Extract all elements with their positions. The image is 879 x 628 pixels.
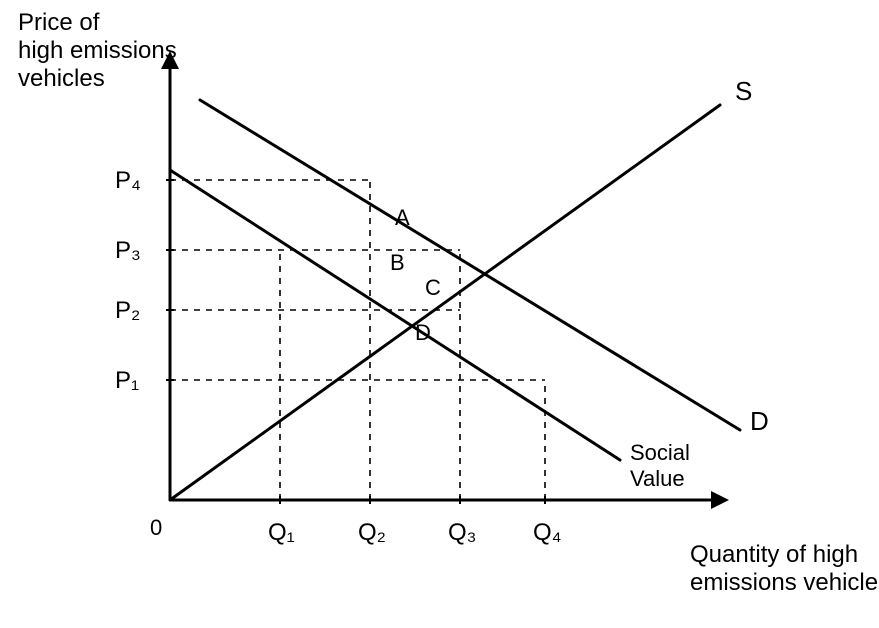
price-label-p4: P₄ — [115, 167, 141, 194]
origin-label: 0 — [150, 515, 162, 540]
price-label-p2: P₂ — [115, 297, 140, 324]
svg-text:Value: Value — [630, 466, 685, 491]
x-axis-title: Quantity of highemissions vehicles — [690, 541, 879, 596]
region-label-d: D — [415, 320, 431, 345]
quantity-label-q1: Q₁ — [268, 519, 295, 546]
price-labels: P₄ P₃ P₂ P₁ — [115, 167, 141, 394]
supply-label: S — [735, 76, 752, 106]
svg-text:high emissions: high emissions — [18, 37, 177, 64]
region-labels: ABCD — [390, 205, 441, 345]
quantity-label-q4: Q₄ — [533, 519, 561, 546]
svg-text:emissions vehicles: emissions vehicles — [690, 569, 879, 596]
region-label-c: C — [425, 275, 441, 300]
y-axis-title: Price ofhigh emissionsvehicles — [18, 9, 177, 92]
econ-supply-demand-chart: P₄P₃P₂P₁ Q₁Q₂Q₃Q₄ ABCD S D SocialValue P… — [0, 0, 879, 628]
quantity-label-q2: Q₂ — [358, 519, 386, 546]
price-label-p3: P₃ — [115, 237, 141, 264]
svg-text:Social: Social — [630, 440, 690, 465]
quantity-label-q3: Q₃ — [448, 519, 476, 546]
svg-text:Quantity of high: Quantity of high — [690, 541, 858, 568]
price-label-p1: P₁ — [115, 367, 139, 394]
svg-text:vehicles: vehicles — [18, 65, 105, 92]
demand-label: D — [750, 406, 769, 436]
guide-lines — [170, 180, 545, 500]
svg-text:Price of: Price of — [18, 9, 100, 36]
social-value-label: SocialValue — [630, 440, 690, 491]
region-label-b: B — [390, 250, 405, 275]
quantity-labels: Q₁ Q₂ Q₃ Q₄ — [268, 519, 561, 546]
axis-ticks — [166, 180, 545, 504]
region-label-a: A — [395, 205, 410, 230]
